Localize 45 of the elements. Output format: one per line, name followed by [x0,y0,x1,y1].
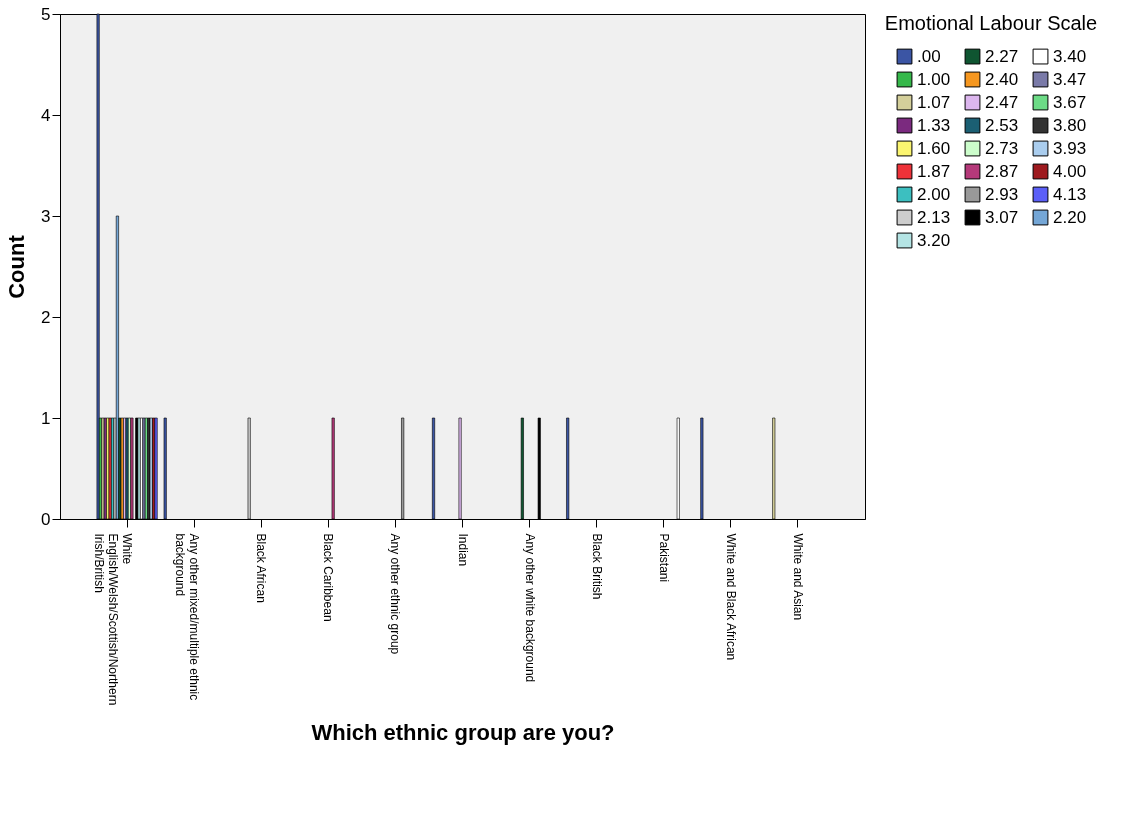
legend-label: 2.93 [985,184,1019,204]
x-tick-label: Any other white background [522,533,537,683]
x-tick-label: Any other ethnic group [388,533,403,655]
legend-label: 1.60 [917,138,951,158]
legend-label: 4.00 [1053,161,1087,181]
x-tick-label: Black African [254,533,269,603]
y-tick-label: 1 [41,408,51,428]
legend-label: 1.33 [917,115,951,135]
y-tick-label: 5 [41,4,51,24]
legend-label: 3.40 [1053,46,1087,66]
legend-label: 3.20 [917,230,951,250]
legend-label: 2.53 [985,115,1019,135]
y-tick-label: 3 [41,206,51,226]
legend-label: .00 [917,46,941,66]
legend-label: 2.40 [985,69,1019,89]
x-tick-label: Black Caribbean [321,533,336,622]
x-tick-label: White and Black African [723,533,738,661]
legend-label: 1.87 [917,161,951,181]
legend-label: 2.27 [985,46,1019,66]
legend-label: 3.80 [1053,115,1087,135]
legend-label: 3.67 [1053,92,1087,112]
legend-label: 2.47 [985,92,1019,112]
x-tick-label: Any other mixed/multiple ethnic background [173,533,202,701]
legend-label: 2.13 [917,207,951,227]
x-tick-label: Black British [589,533,604,600]
y-tick-label: 2 [41,307,51,327]
x-tick-label: Pakistani [656,533,671,583]
y-tick-label: 0 [41,509,51,529]
legend-label: 2.00 [917,184,951,204]
y-tick-label: 4 [41,105,51,125]
legend-label: 3.07 [985,207,1019,227]
legend-label: 2.87 [985,161,1019,181]
legend-label: 4.13 [1053,184,1087,204]
legend-label: 3.47 [1053,69,1087,89]
legend-label: 1.07 [917,92,951,112]
legend-label: 3.93 [1053,138,1087,158]
legend-label: 1.00 [917,69,951,89]
legend-label: 2.20 [1053,207,1087,227]
legend-title: Emotional Labour Scale [884,12,1098,34]
x-tick-label: Indian [455,533,470,567]
x-tick-label: White English/Welsh/Scottish/Northern Irish/British [92,533,135,706]
x-axis-title: Which ethnic group are you? [311,720,615,746]
y-axis-title: Count [4,234,30,299]
legend-label: 2.73 [985,138,1019,158]
x-tick-label: White and Asian [790,533,805,621]
